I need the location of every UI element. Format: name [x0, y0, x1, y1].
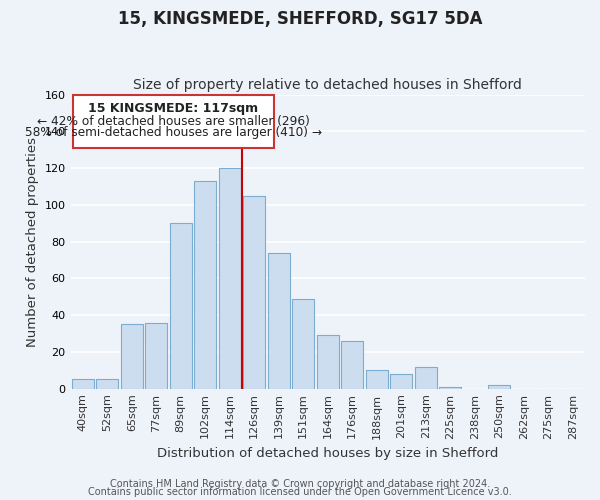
Bar — [72, 380, 94, 388]
Bar — [194, 181, 216, 388]
Y-axis label: Number of detached properties: Number of detached properties — [26, 136, 39, 346]
Bar — [121, 324, 143, 388]
Bar — [292, 298, 314, 388]
Bar — [317, 336, 339, 388]
Text: ← 42% of detached houses are smaller (296): ← 42% of detached houses are smaller (29… — [37, 115, 310, 128]
Bar — [439, 387, 461, 388]
Bar — [170, 223, 192, 388]
Text: 58% of semi-detached houses are larger (410) →: 58% of semi-detached houses are larger (… — [25, 126, 322, 139]
X-axis label: Distribution of detached houses by size in Shefford: Distribution of detached houses by size … — [157, 447, 499, 460]
Bar — [415, 366, 437, 388]
Title: Size of property relative to detached houses in Shefford: Size of property relative to detached ho… — [133, 78, 522, 92]
Text: 15 KINGSMEDE: 117sqm: 15 KINGSMEDE: 117sqm — [88, 102, 259, 115]
Bar — [219, 168, 241, 388]
Bar — [96, 380, 118, 388]
Bar — [341, 341, 363, 388]
Bar — [366, 370, 388, 388]
Bar — [390, 374, 412, 388]
Text: Contains HM Land Registry data © Crown copyright and database right 2024.: Contains HM Land Registry data © Crown c… — [110, 479, 490, 489]
Bar — [243, 196, 265, 388]
FancyBboxPatch shape — [73, 94, 274, 148]
Bar — [488, 385, 510, 388]
Text: Contains public sector information licensed under the Open Government Licence v3: Contains public sector information licen… — [88, 487, 512, 497]
Bar — [268, 252, 290, 388]
Bar — [145, 322, 167, 388]
Text: 15, KINGSMEDE, SHEFFORD, SG17 5DA: 15, KINGSMEDE, SHEFFORD, SG17 5DA — [118, 10, 482, 28]
